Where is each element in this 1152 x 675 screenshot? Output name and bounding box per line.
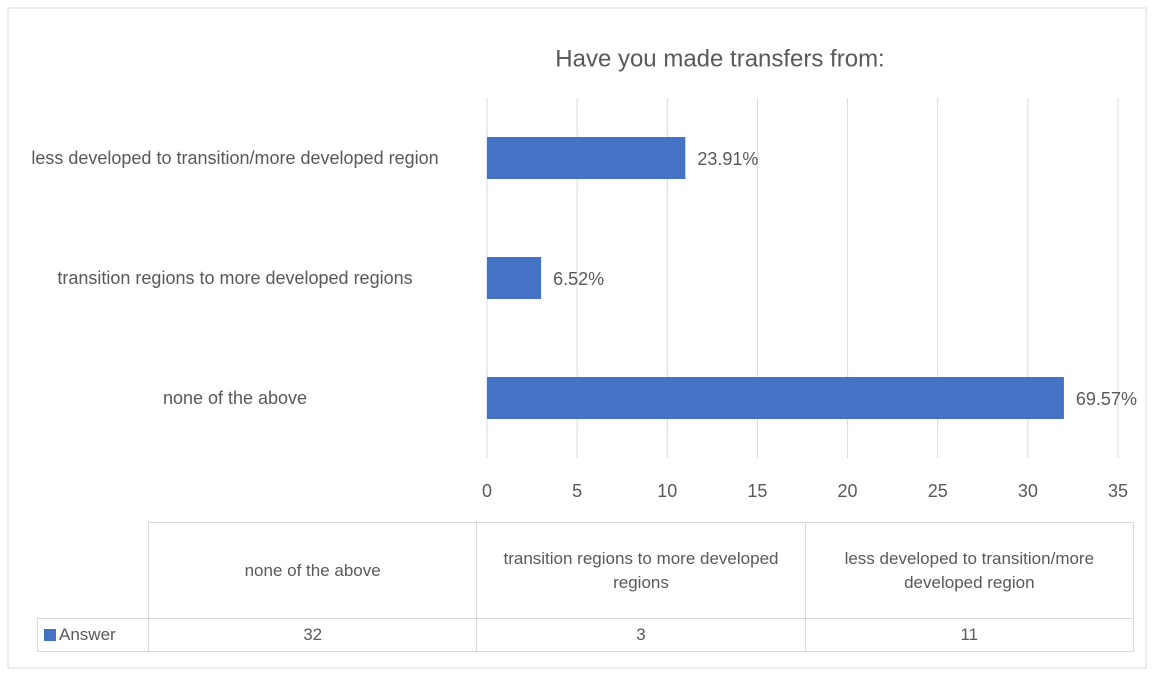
- chart-title: Have you made transfers from:: [555, 45, 884, 72]
- bar: [487, 377, 1064, 419]
- data-label: 23.91%: [697, 149, 758, 169]
- x-tick-label: 5: [572, 481, 582, 501]
- legend-swatch: [44, 629, 56, 641]
- x-tick-label: 0: [482, 481, 492, 501]
- x-tick-label: 20: [838, 481, 858, 501]
- bar: [487, 257, 542, 299]
- x-tick-label: 35: [1108, 481, 1128, 501]
- chart-border: [7, 7, 1147, 669]
- x-tick-label: 25: [928, 481, 948, 501]
- data-label: 69.57%: [1076, 389, 1137, 409]
- y-tick-label: none of the above: [162, 388, 308, 408]
- bar: [487, 137, 686, 179]
- x-tick-label: 15: [747, 481, 767, 501]
- table-legend-cell: Answer: [37, 618, 149, 652]
- table-header-cell: transition regions to more developed reg…: [476, 522, 806, 619]
- legend-label: Answer: [59, 625, 116, 644]
- table-header-cell: less developed to transition/more develo…: [804, 522, 1134, 619]
- y-tick-label: transition regions to more developed reg…: [57, 268, 413, 288]
- table-header-cell: none of the above: [148, 522, 478, 619]
- y-tick-label: less developed to transition/more develo…: [31, 148, 439, 168]
- data-label: 6.52%: [553, 269, 604, 289]
- table-value-cell: 32: [148, 618, 478, 652]
- x-tick-label: 30: [1018, 481, 1038, 501]
- table-value-cell: 3: [476, 618, 806, 652]
- x-tick-label: 10: [657, 481, 677, 501]
- table-value-cell: 11: [804, 618, 1134, 652]
